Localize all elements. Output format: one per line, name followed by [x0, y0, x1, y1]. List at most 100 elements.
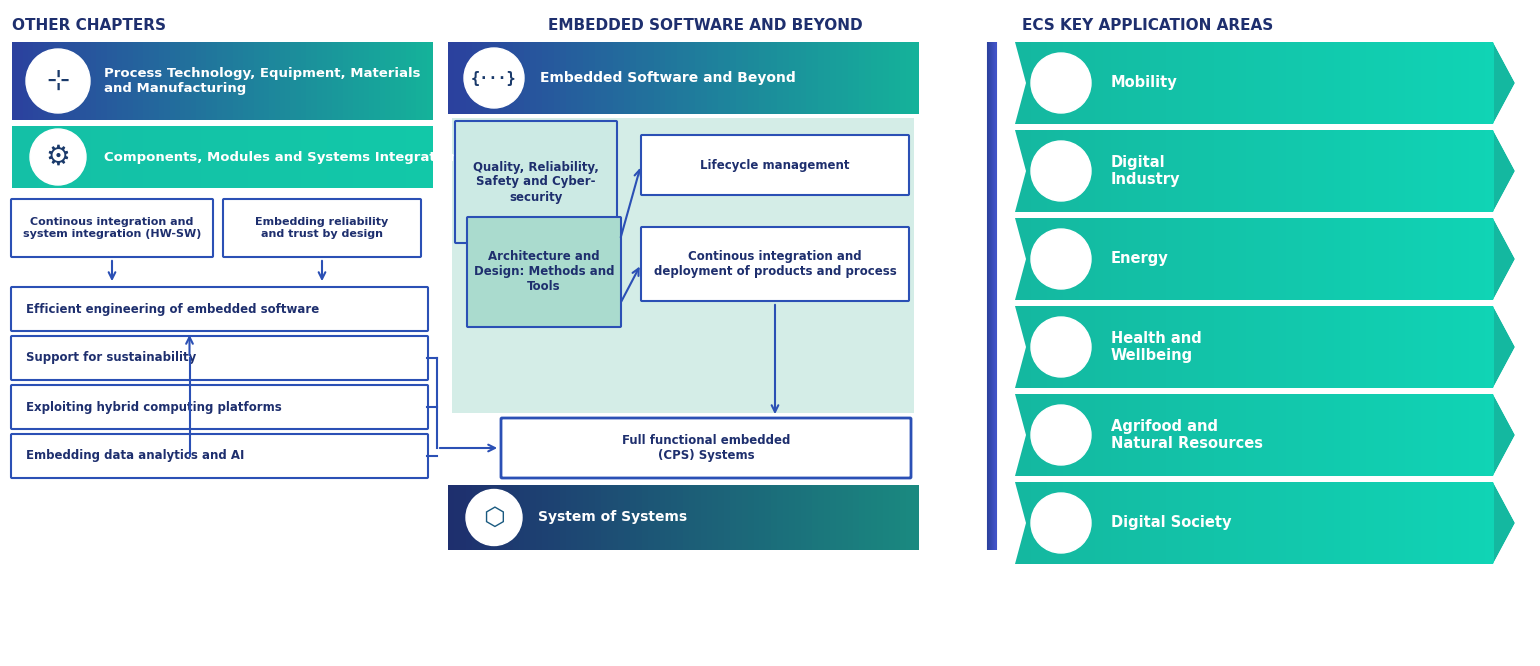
Bar	[782, 485, 790, 550]
Bar	[326, 42, 333, 120]
Bar	[1190, 394, 1200, 476]
Bar	[427, 126, 433, 188]
Bar	[847, 42, 855, 114]
Bar	[830, 485, 836, 550]
Bar	[154, 126, 160, 188]
Bar	[525, 485, 531, 550]
Bar	[507, 42, 514, 114]
Bar	[765, 485, 772, 550]
Bar	[630, 485, 638, 550]
Bar	[1381, 482, 1391, 564]
Bar	[80, 42, 86, 120]
Bar	[1429, 482, 1438, 564]
Bar	[23, 42, 29, 120]
Bar	[1063, 306, 1072, 388]
Polygon shape	[1492, 83, 1515, 124]
Bar	[1127, 130, 1135, 212]
Bar	[211, 42, 217, 120]
Polygon shape	[1015, 42, 1515, 124]
Text: Lifecycle management: Lifecycle management	[701, 159, 850, 172]
Bar	[1301, 42, 1311, 124]
Bar	[554, 42, 561, 114]
Bar	[1429, 42, 1438, 124]
Bar	[1286, 394, 1295, 476]
Bar	[882, 485, 890, 550]
Bar	[180, 126, 186, 188]
Bar	[1397, 394, 1406, 476]
Bar	[174, 42, 182, 120]
Bar	[333, 126, 339, 188]
Text: ECS KEY APPLICATION AREAS: ECS KEY APPLICATION AREAS	[1023, 18, 1274, 33]
Bar	[217, 126, 223, 188]
Polygon shape	[1015, 130, 1515, 212]
Bar	[196, 126, 202, 188]
Bar	[348, 42, 354, 120]
Bar	[1261, 482, 1270, 564]
Polygon shape	[1015, 394, 1515, 476]
Bar	[759, 42, 767, 114]
Bar	[588, 42, 596, 114]
Text: Health and
Wellbeing: Health and Wellbeing	[1110, 331, 1201, 363]
Bar	[106, 42, 112, 120]
Bar	[1406, 394, 1414, 476]
Bar	[1318, 130, 1326, 212]
Text: Quality, Reliability,
Safety and Cyber-
security: Quality, Reliability, Safety and Cyber- …	[473, 161, 599, 204]
Bar	[359, 126, 365, 188]
Bar	[1437, 42, 1446, 124]
Bar	[1166, 306, 1175, 388]
Bar	[1254, 218, 1263, 300]
Bar	[500, 42, 508, 114]
Bar	[1206, 306, 1215, 388]
Bar	[1015, 394, 1024, 476]
Bar	[736, 485, 742, 550]
Bar	[876, 485, 884, 550]
Bar	[106, 126, 112, 188]
Bar	[778, 485, 784, 550]
Bar	[1286, 482, 1295, 564]
Bar	[405, 42, 413, 120]
Bar	[1469, 482, 1478, 564]
Bar	[86, 42, 92, 120]
Bar	[1183, 482, 1192, 564]
Bar	[180, 42, 186, 120]
Text: Architecture and
Design: Methods and
Tools: Architecture and Design: Methods and Too…	[474, 250, 614, 294]
Bar	[782, 42, 790, 114]
Circle shape	[1030, 317, 1090, 377]
Bar	[1254, 42, 1263, 124]
Bar	[1278, 394, 1287, 476]
Bar	[1278, 218, 1287, 300]
Bar	[895, 485, 901, 550]
Bar	[1381, 130, 1391, 212]
Bar	[1127, 394, 1135, 476]
Bar	[465, 42, 473, 114]
Bar	[1294, 218, 1303, 300]
Bar	[454, 485, 460, 550]
Bar	[1437, 394, 1446, 476]
Bar	[1454, 218, 1461, 300]
Bar	[1421, 306, 1431, 388]
Bar	[1063, 130, 1072, 212]
Bar	[1223, 130, 1230, 212]
Bar	[554, 485, 561, 550]
Bar	[206, 126, 213, 188]
Bar	[311, 126, 317, 188]
Bar	[370, 126, 376, 188]
Bar	[1461, 482, 1471, 564]
Bar	[122, 42, 128, 120]
Bar	[736, 42, 742, 114]
Bar	[148, 126, 154, 188]
Bar	[1301, 394, 1311, 476]
Bar	[724, 485, 732, 550]
Bar	[1301, 482, 1311, 564]
Bar	[653, 42, 661, 114]
Bar	[1078, 218, 1087, 300]
Bar	[1358, 306, 1366, 388]
Bar	[642, 42, 648, 114]
Bar	[75, 42, 82, 120]
Bar	[876, 42, 884, 114]
Bar	[1334, 218, 1343, 300]
Bar	[519, 485, 525, 550]
Bar	[1214, 130, 1223, 212]
Bar	[317, 126, 323, 188]
Bar	[128, 42, 134, 120]
